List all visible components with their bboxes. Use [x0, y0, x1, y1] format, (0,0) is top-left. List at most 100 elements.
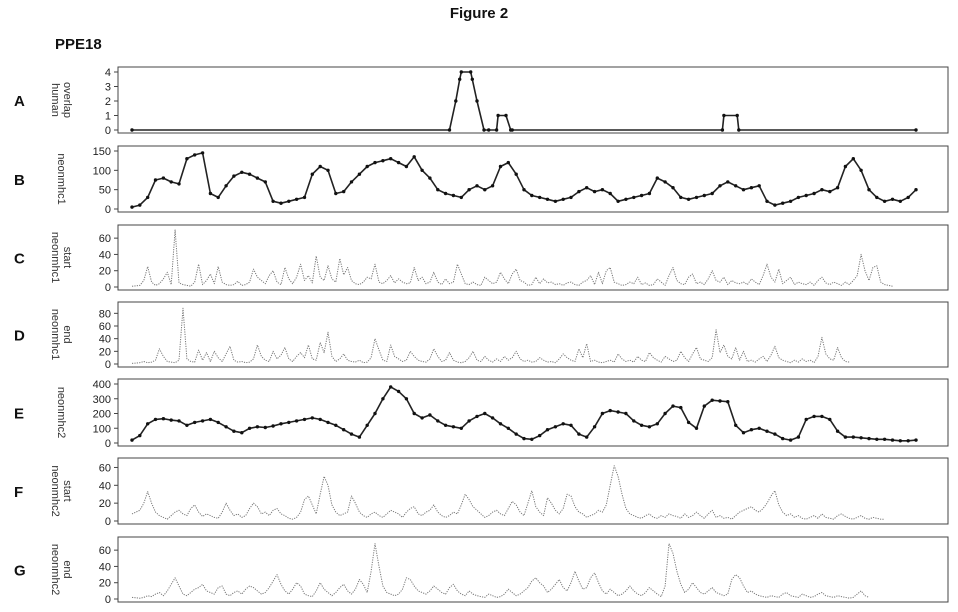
data-point — [326, 169, 329, 172]
data-point — [852, 435, 855, 438]
data-point — [530, 194, 533, 197]
data-point — [703, 404, 706, 407]
data-point — [609, 409, 612, 412]
data-point — [828, 418, 831, 421]
data-point — [737, 128, 740, 131]
data-point — [781, 437, 784, 440]
data-point — [295, 419, 298, 422]
y-tick-label: 40 — [99, 561, 111, 573]
data-point — [491, 416, 494, 419]
data-point — [248, 173, 251, 176]
y-tick-label: 300 — [93, 394, 111, 406]
data-point — [413, 412, 416, 415]
data-point — [656, 422, 659, 425]
panel-letter: D — [14, 328, 25, 345]
data-point — [381, 159, 384, 162]
data-point — [789, 438, 792, 441]
data-point — [475, 99, 478, 102]
data-point — [609, 192, 612, 195]
data-point — [138, 203, 141, 206]
data-point — [271, 424, 274, 427]
data-point — [797, 435, 800, 438]
data-point — [546, 198, 549, 201]
data-point — [209, 192, 212, 195]
data-point — [632, 419, 635, 422]
data-point — [789, 200, 792, 203]
data-point — [389, 385, 392, 388]
data-point — [224, 184, 227, 187]
data-point — [460, 196, 463, 199]
data-point — [467, 419, 470, 422]
data-point — [530, 438, 533, 441]
data-point — [640, 194, 643, 197]
data-point — [138, 434, 141, 437]
data-point — [562, 198, 565, 201]
data-point — [679, 406, 682, 409]
data-point — [624, 198, 627, 201]
data-point — [334, 192, 337, 195]
data-point — [413, 155, 416, 158]
panel-a: Ahumanoverlap01234 — [14, 67, 948, 137]
data-point — [448, 128, 451, 131]
y-tick-label: 100 — [93, 165, 111, 177]
y-tick-label: 60 — [99, 321, 111, 333]
data-point — [130, 128, 133, 131]
data-point — [507, 161, 510, 164]
panel-frame — [118, 67, 948, 133]
data-point — [428, 176, 431, 179]
data-point — [504, 114, 507, 117]
data-point — [264, 426, 267, 429]
y-tick-label: 0 — [105, 125, 111, 137]
data-point — [366, 424, 369, 427]
data-point — [511, 128, 514, 131]
data-point — [648, 425, 651, 428]
data-point — [671, 404, 674, 407]
data-point — [170, 180, 173, 183]
data-point — [295, 198, 298, 201]
data-point — [820, 415, 823, 418]
data-point — [656, 176, 659, 179]
data-point — [734, 184, 737, 187]
data-point — [209, 418, 212, 421]
data-point — [130, 205, 133, 208]
data-point — [420, 169, 423, 172]
y-axis-label: end — [61, 560, 73, 578]
data-point — [499, 165, 502, 168]
data-point — [264, 180, 267, 183]
y-axis-label: start — [61, 247, 73, 268]
data-point — [130, 438, 133, 441]
data-point — [812, 415, 815, 418]
data-point — [428, 413, 431, 416]
data-point — [718, 184, 721, 187]
data-point — [616, 200, 619, 203]
series-line — [132, 230, 893, 286]
panel-frame — [118, 302, 948, 367]
series-line — [132, 544, 869, 599]
data-point — [405, 397, 408, 400]
y-axis-label: overlap — [61, 82, 73, 118]
data-point — [217, 196, 220, 199]
panel-letter: B — [14, 172, 25, 189]
panel-letter: E — [14, 406, 24, 423]
data-point — [765, 430, 768, 433]
data-point — [475, 415, 478, 418]
data-point — [907, 196, 910, 199]
panel-letter: C — [14, 251, 25, 268]
series-line — [132, 387, 916, 441]
data-point — [577, 432, 580, 435]
data-point — [593, 425, 596, 428]
data-point — [515, 432, 518, 435]
y-axis-label: neonmhc1 — [55, 153, 67, 204]
data-point — [742, 188, 745, 191]
data-point — [711, 192, 714, 195]
data-point — [867, 437, 870, 440]
data-point — [240, 171, 243, 174]
data-point — [350, 180, 353, 183]
y-tick-label: 40 — [99, 249, 111, 261]
y-tick-label: 150 — [93, 146, 111, 158]
data-point — [859, 169, 862, 172]
data-point — [875, 438, 878, 441]
y-tick-label: 60 — [99, 462, 111, 474]
data-point — [311, 173, 314, 176]
